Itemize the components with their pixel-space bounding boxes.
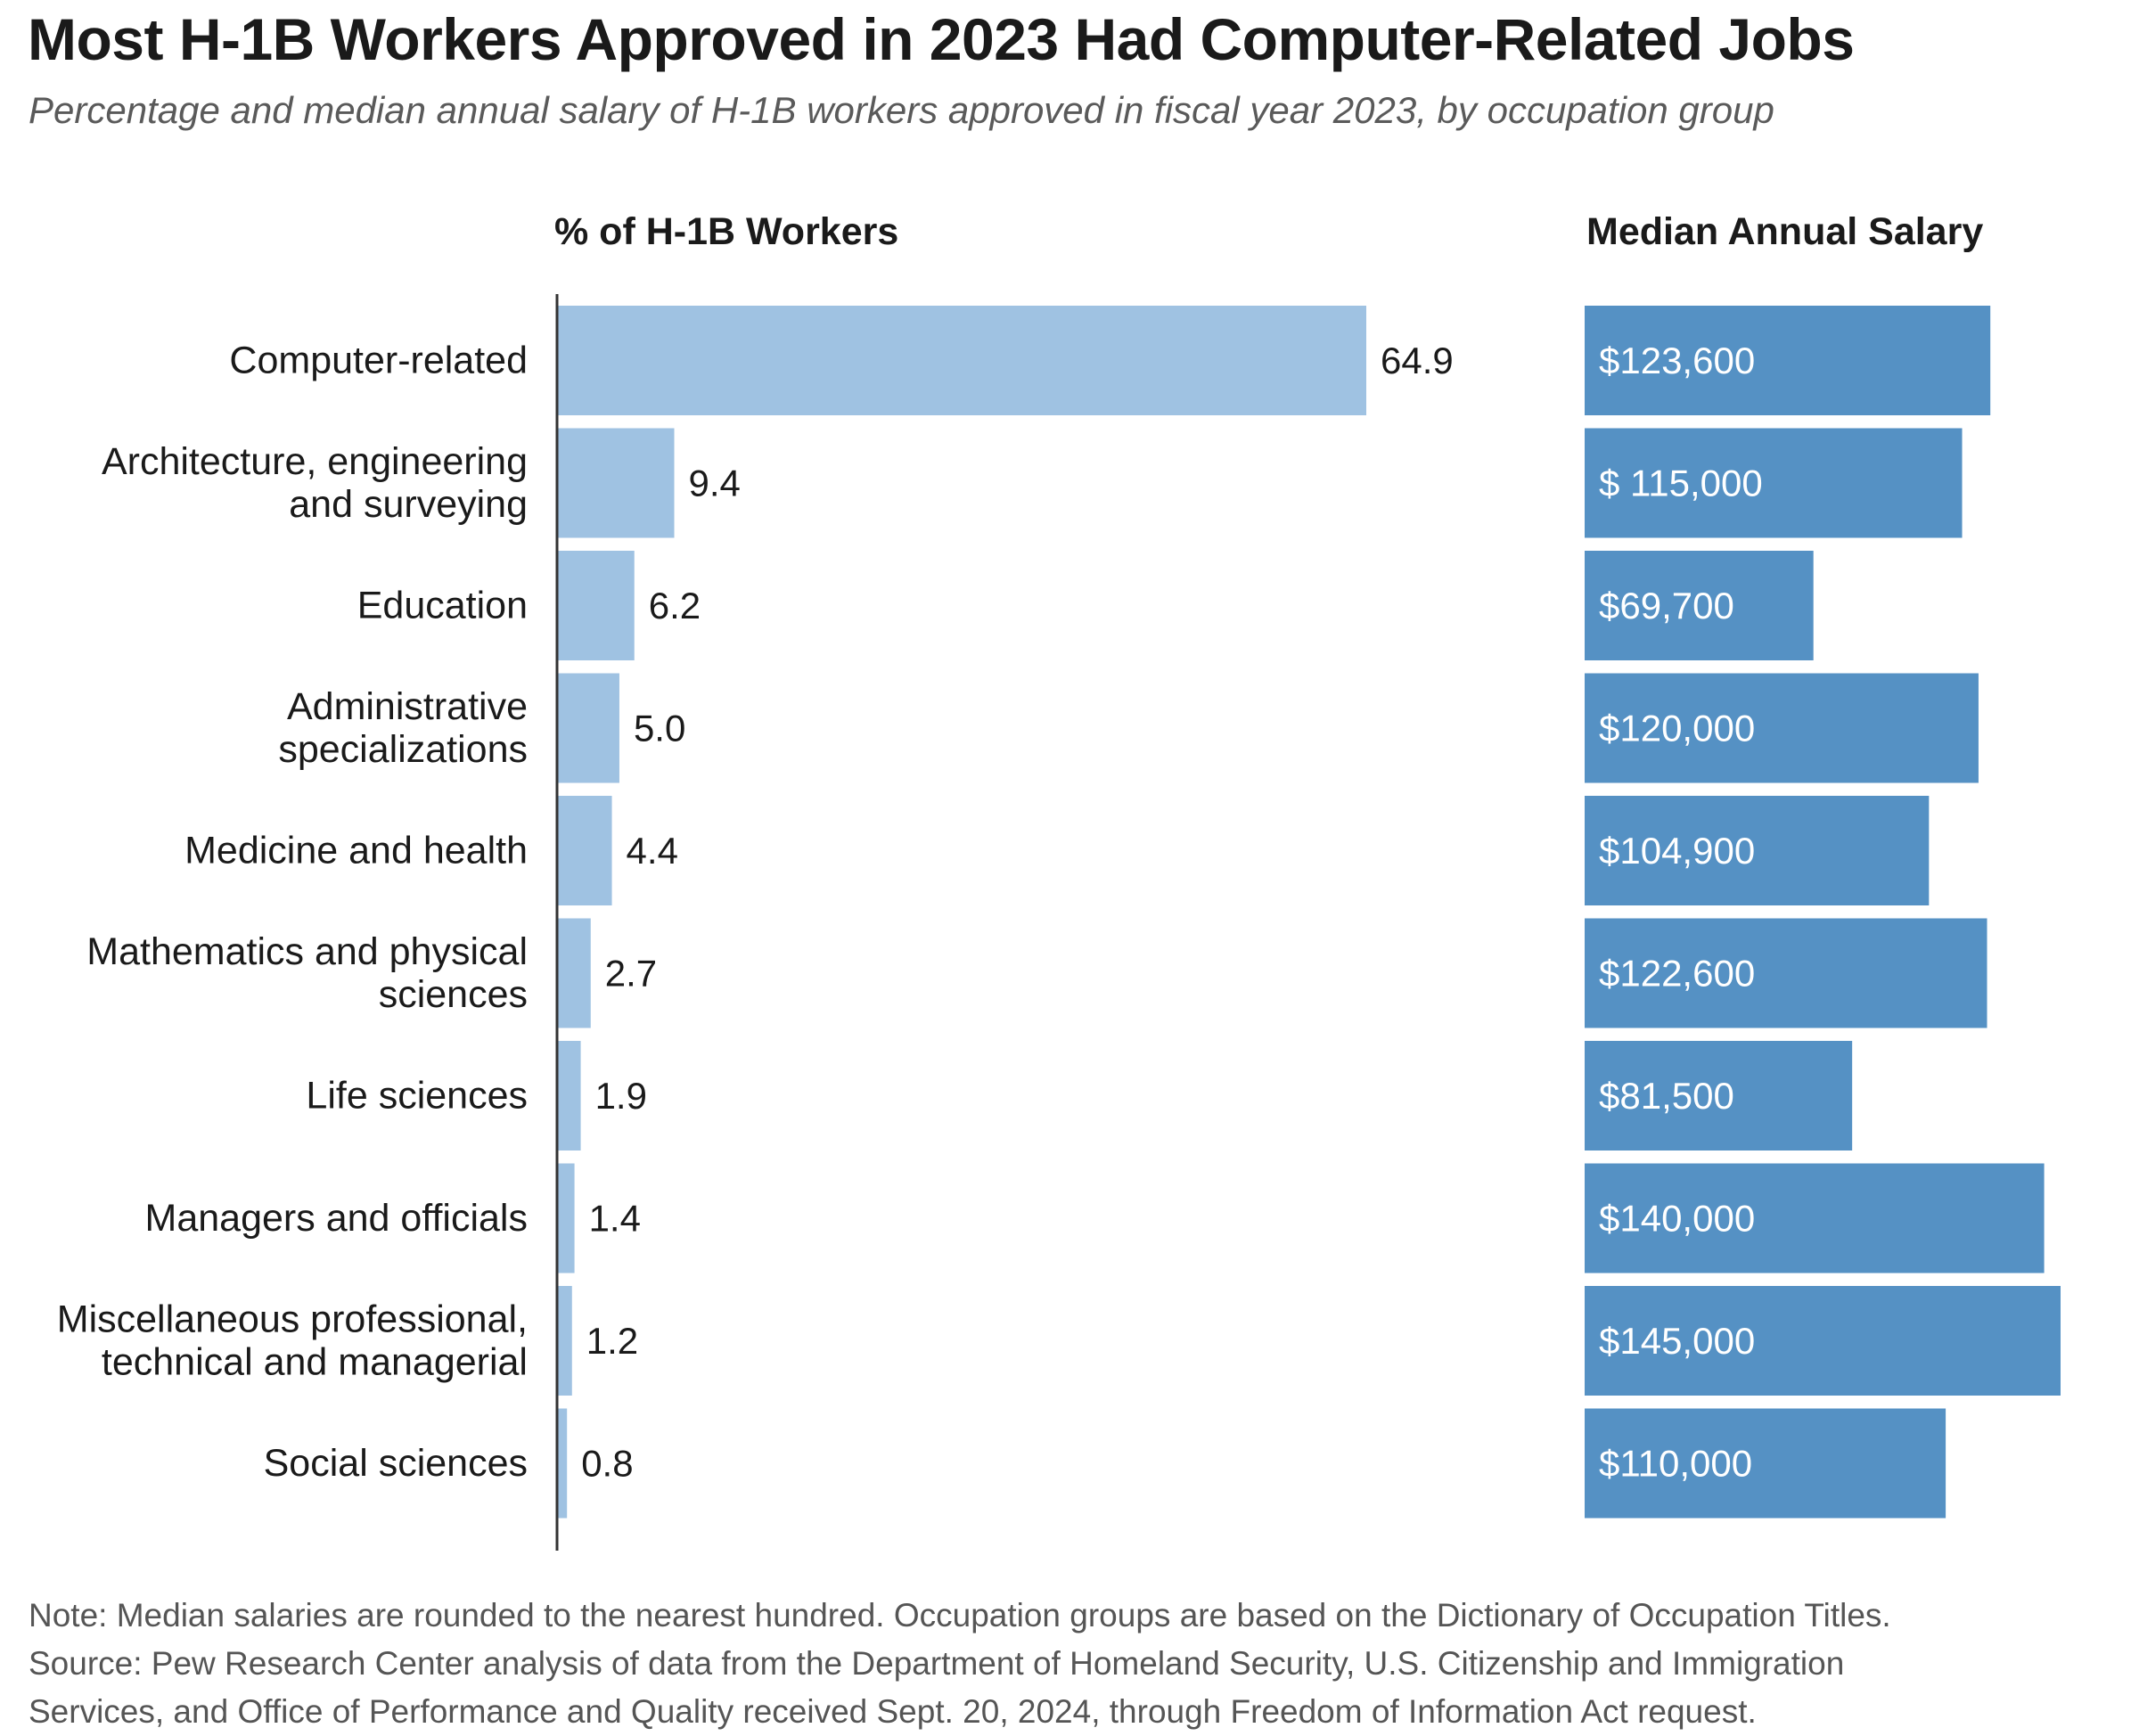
percent-value-label: 1.4 xyxy=(589,1198,641,1240)
percent-bar xyxy=(557,306,1366,415)
salary-bar xyxy=(1585,796,1930,905)
category-label: and surveying xyxy=(289,483,528,526)
salary-bar xyxy=(1585,673,1979,783)
category-label: Administrative xyxy=(287,685,528,728)
percent-bar xyxy=(557,796,612,905)
salary-value-label: $140,000 xyxy=(1599,1198,1755,1240)
category-label: Managers and officials xyxy=(145,1197,528,1240)
salary-value-label: $69,700 xyxy=(1599,585,1734,626)
category-label: Education xyxy=(357,585,528,627)
chart-source-line-2: Services, and Office of Performance and … xyxy=(29,1693,1757,1730)
chart-source-line-1: Source: Pew Research Center analysis of … xyxy=(29,1645,1845,1682)
salary-bar xyxy=(1585,1408,1946,1519)
salary-value-label: $145,000 xyxy=(1599,1320,1755,1362)
chart-note: Note: Median salaries are rounded to the… xyxy=(29,1597,1891,1634)
salary-bar xyxy=(1585,1163,2045,1273)
category-label: sciences xyxy=(379,973,528,1016)
percent-bar xyxy=(557,1041,581,1151)
category-label: Mathematics and physical xyxy=(86,930,528,973)
chart-subtitle: Percentage and median annual salary of H… xyxy=(29,89,1774,131)
category-label: Life sciences xyxy=(306,1075,528,1118)
percent-value-label: 0.8 xyxy=(581,1443,633,1485)
percent-value-label: 5.0 xyxy=(634,708,685,749)
category-label: Medicine and health xyxy=(184,830,528,872)
percent-bar xyxy=(557,1163,575,1273)
percent-value-label: 4.4 xyxy=(627,830,678,872)
percent-bar xyxy=(557,428,675,538)
percent-bar xyxy=(557,918,591,1028)
percent-bars-group: 64.9 9.4 6.2 5.0 4.4 2.7 1.9 1.4 1.2 0.8 xyxy=(557,306,1454,1519)
percent-bar xyxy=(557,551,635,660)
salary-bar xyxy=(1585,918,1987,1028)
chart-title: Most H-1B Workers Approved in 2023 Had C… xyxy=(28,6,1855,72)
salary-bar xyxy=(1585,551,1814,660)
salary-bar xyxy=(1585,428,1963,538)
category-label: Architecture, engineering xyxy=(102,440,528,483)
percent-value-label: 64.9 xyxy=(1381,340,1454,381)
percent-value-label: 2.7 xyxy=(605,953,657,995)
salary-bar xyxy=(1585,1286,2061,1396)
salary-column-header: Median Annual Salary xyxy=(1586,210,1984,253)
category-labels-group: Computer-related Architecture, engineerin… xyxy=(57,340,528,1486)
category-label: specializations xyxy=(278,728,528,771)
category-label: technical and managerial xyxy=(102,1341,528,1384)
salary-value-label: $120,000 xyxy=(1599,708,1755,749)
salary-value-label: $122,600 xyxy=(1599,953,1755,995)
salary-bars-group: $123,600 $ 115,000 $69,700 $120,000 $104,900… xyxy=(1585,306,2061,1519)
percent-bar xyxy=(557,1408,568,1519)
percent-bar xyxy=(557,1286,572,1396)
salary-value-label: $81,500 xyxy=(1599,1075,1734,1117)
category-label: Miscellaneous professional, xyxy=(57,1298,528,1341)
percent-column-header: % of H-1B Workers xyxy=(554,210,899,253)
percent-value-label: 6.2 xyxy=(649,585,701,626)
category-label: Social sciences xyxy=(264,1442,528,1485)
salary-bar xyxy=(1585,306,1991,415)
salary-bar xyxy=(1585,1041,1853,1151)
salary-value-label: $110,000 xyxy=(1599,1443,1752,1485)
salary-value-label: $123,600 xyxy=(1599,340,1755,381)
salary-value-label: $ 115,000 xyxy=(1599,463,1763,504)
category-label: Computer-related xyxy=(229,340,528,382)
percent-value-label: 9.4 xyxy=(689,463,741,504)
percent-value-label: 1.9 xyxy=(595,1075,647,1117)
salary-value-label: $104,900 xyxy=(1599,830,1755,872)
percent-value-label: 1.2 xyxy=(586,1320,638,1362)
percent-bar xyxy=(557,673,619,783)
